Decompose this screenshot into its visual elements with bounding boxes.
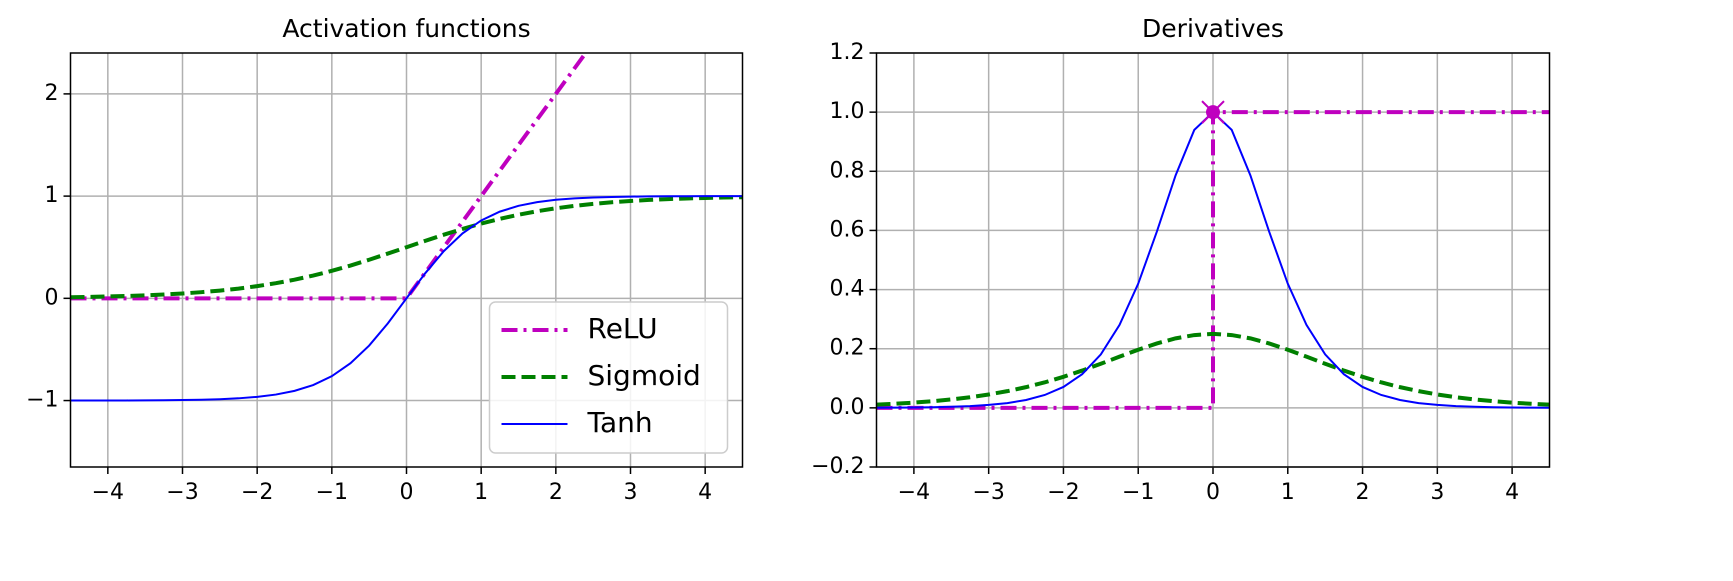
series-line <box>70 195 743 402</box>
y-tick-label: 1.0 <box>830 99 865 124</box>
chart-title: Derivatives <box>1142 14 1284 43</box>
highlight-cross <box>1201 100 1225 124</box>
x-tick-label: 1 <box>1281 480 1295 505</box>
x-tick-label: −1 <box>1122 480 1154 505</box>
series-line <box>70 195 743 300</box>
series-line <box>876 110 1550 410</box>
legend-label: ReLU <box>588 312 658 345</box>
legend: ReLU Sigmoid Tanh <box>488 301 729 454</box>
series-line <box>876 331 1550 407</box>
subplot: Activation functions −4 −3 −2 −1 0 1 2 3 4 −1 0 1 2 Re… <box>26 14 744 505</box>
x-tick-label: −4 <box>898 480 930 505</box>
y-tick-label: 0.6 <box>830 217 865 242</box>
y-tick-label: 0.4 <box>830 277 865 302</box>
y-tick-label: 0.2 <box>830 336 865 361</box>
x-tick-label: −3 <box>166 480 198 505</box>
legend-label: Sigmoid <box>588 359 701 392</box>
legend-label: Tanh <box>587 406 653 439</box>
y-tick-label: 2 <box>45 81 59 106</box>
x-tick-label: 2 <box>549 480 563 505</box>
x-tick-label: −3 <box>972 480 1004 505</box>
legend-box <box>488 301 729 454</box>
chart-title: Activation functions <box>282 14 530 43</box>
y-tick-label: −1 <box>26 388 58 413</box>
y-tick-label: 1.2 <box>830 40 865 65</box>
x-tick-label: −4 <box>92 480 124 505</box>
x-tick-label: 3 <box>1430 480 1444 505</box>
y-tick-label: −0.2 <box>811 454 864 479</box>
x-tick-label: 0 <box>400 480 414 505</box>
axes-frame <box>69 52 744 468</box>
subplot: Derivatives −4 −3 −2 −1 0 1 2 3 4 −0.2 0.0 0.2 0.4 0.6… <box>811 14 1551 505</box>
x-tick-label: −1 <box>316 480 348 505</box>
x-tick-label: −2 <box>1047 480 1079 505</box>
y-tick-label: 0.8 <box>830 158 865 183</box>
x-tick-label: 4 <box>698 480 712 505</box>
x-tick-label: −2 <box>241 480 273 505</box>
y-tick-label: 0.0 <box>830 395 865 420</box>
x-tick-label: 1 <box>474 480 488 505</box>
axes-frame <box>875 52 1551 468</box>
y-tick-label: 1 <box>45 183 59 208</box>
x-tick-label: 0 <box>1206 480 1220 505</box>
x-tick-label: 2 <box>1356 480 1370 505</box>
x-tick-label: 3 <box>624 480 638 505</box>
y-tick-label: 0 <box>45 285 59 310</box>
x-tick-label: 4 <box>1505 480 1519 505</box>
